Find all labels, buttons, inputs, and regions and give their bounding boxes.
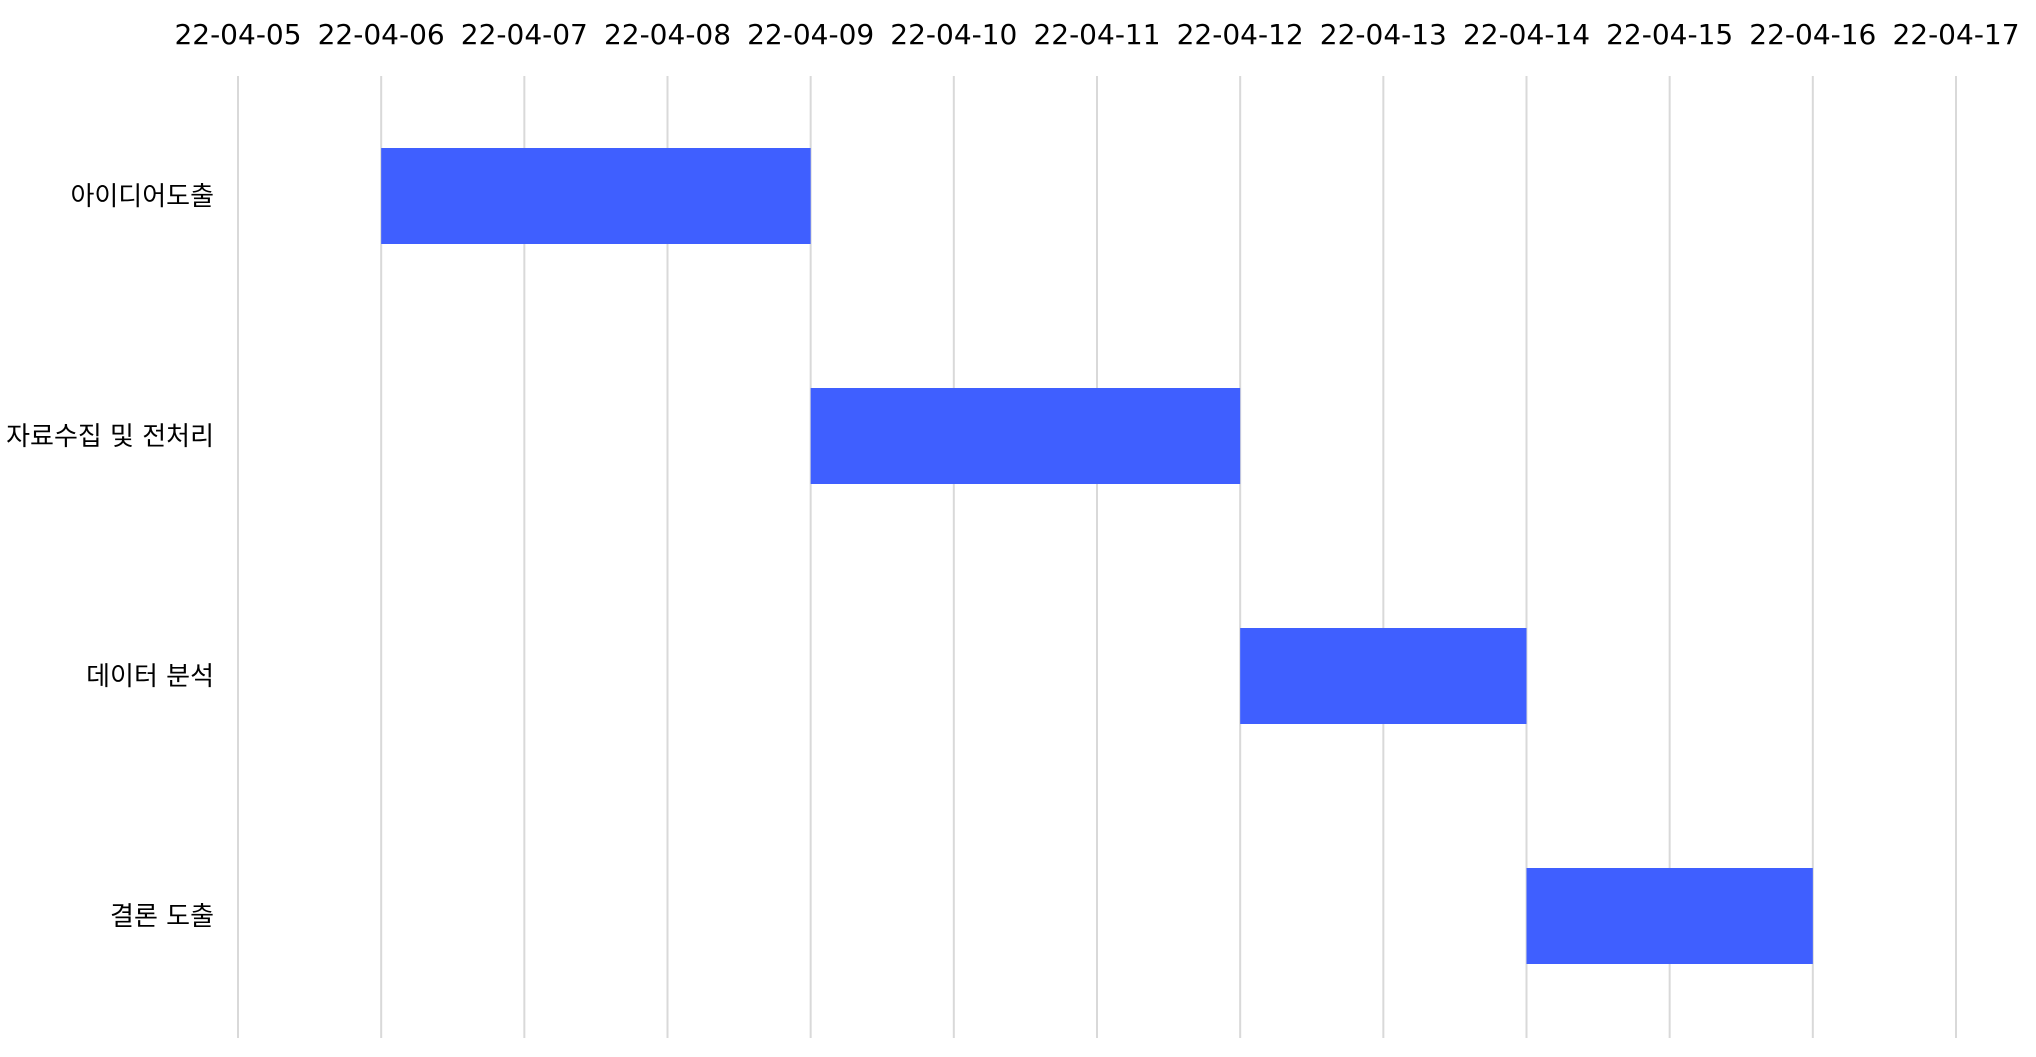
task-bar (810, 388, 1241, 484)
x-tick-label: 22-04-07 (461, 18, 588, 51)
x-tick-label: 22-04-17 (1892, 18, 2019, 51)
task-label: 데이터 분석 (86, 662, 214, 692)
x-tick-label: 22-04-16 (1749, 18, 1876, 51)
task-bar (1240, 628, 1527, 724)
x-tick-label: 22-04-13 (1320, 18, 1447, 51)
task-label: 결론 도출 (110, 902, 214, 932)
x-tick-label: 22-04-09 (747, 18, 874, 51)
task-bar (1526, 868, 1813, 964)
task-label: 자료수집 및 전처리 (6, 422, 214, 452)
x-tick-label: 22-04-15 (1606, 18, 1733, 51)
x-tick-label: 22-04-10 (890, 18, 1017, 51)
task-bar (381, 148, 811, 244)
x-tick-label: 22-04-12 (1177, 18, 1304, 51)
task-bars (381, 148, 1813, 964)
x-tick-label: 22-04-08 (604, 18, 731, 51)
x-tick-label: 22-04-06 (318, 18, 445, 51)
x-tick-label: 22-04-11 (1033, 18, 1160, 51)
x-axis-ticks: 22-04-05 22-04-06 22-04-07 22-04-08 22-04-09… (174, 18, 2019, 51)
x-tick-label: 22-04-05 (174, 18, 301, 51)
task-label: 아이디어도출 (70, 182, 214, 212)
x-tick-label: 22-04-14 (1463, 18, 1590, 51)
